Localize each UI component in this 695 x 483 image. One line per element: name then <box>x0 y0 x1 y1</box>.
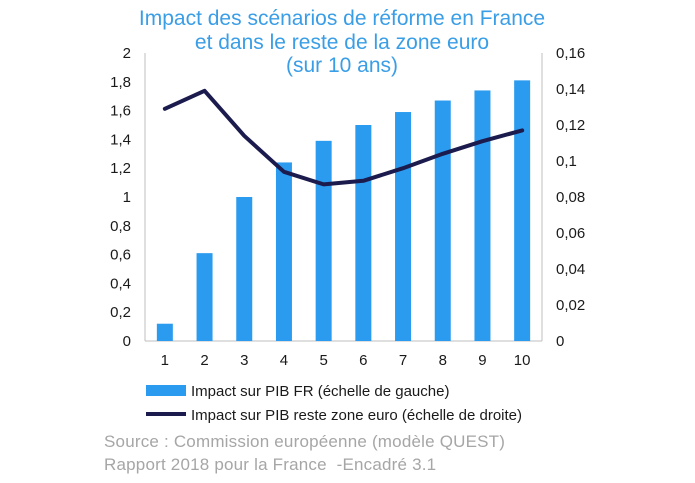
y-right-tick-label: 0 <box>556 333 564 350</box>
y-left-tick-label: 1 <box>123 189 131 206</box>
bar <box>395 112 412 341</box>
legend-label-bars: Impact sur PIB FR (échelle de gauche) <box>191 383 449 400</box>
x-tick-label: 4 <box>280 352 288 369</box>
y-left-tick-label: 0,2 <box>110 304 131 321</box>
source-line-1: Source : Commission européenne (modèle Q… <box>104 432 506 451</box>
y-right-tick-label: 0,16 <box>556 45 585 62</box>
x-tick-label: 2 <box>200 352 208 369</box>
bar <box>474 90 491 341</box>
chart-title-line-3: (sur 10 ans) <box>286 54 398 77</box>
y-right-tick-label: 0,1 <box>556 153 577 170</box>
x-tick-label: 3 <box>240 352 248 369</box>
y-left-tick-label: 1,2 <box>110 160 131 177</box>
y-right-tick-label: 0,08 <box>556 189 585 206</box>
y-left-tick-label: 1,8 <box>110 74 131 91</box>
y-left-tick-label: 0 <box>123 333 131 350</box>
y-left-tick-label: 0,6 <box>110 247 131 264</box>
bar <box>236 197 253 341</box>
legend-label-line: Impact sur PIB reste zone euro (échelle … <box>191 407 522 424</box>
y-right-tick-label: 0,04 <box>556 261 585 278</box>
y-left-tick-label: 0,8 <box>110 218 131 235</box>
series-line-zone-euro <box>162 88 525 187</box>
chart-title-line-2: et dans le reste de la zone euro <box>195 31 489 54</box>
y-left-tick-label: 1,6 <box>110 103 131 120</box>
y-left-tick-label: 2 <box>123 45 131 62</box>
chart-title-line-1: Impact des scénarios de réforme en Franc… <box>139 7 545 30</box>
bar <box>434 100 451 342</box>
x-tick-label: 5 <box>319 352 327 369</box>
x-tick-label: 10 <box>514 352 531 369</box>
y-left-tick-label: 1,4 <box>110 131 131 148</box>
legend: Impact sur PIB FR (échelle de gauche) Im… <box>146 383 522 424</box>
y-right-tick-label: 0,14 <box>556 81 585 98</box>
y-left-tick-label: 0,4 <box>110 275 131 292</box>
bar <box>156 323 173 341</box>
legend-swatch-bars <box>146 385 186 396</box>
x-tick-label: 7 <box>399 352 407 369</box>
y-right-tick-label: 0,06 <box>556 225 585 242</box>
y-right-tick-label: 0,12 <box>556 117 585 134</box>
y-right-tick-label: 0,02 <box>556 297 585 314</box>
x-tick-label: 9 <box>478 352 486 369</box>
source-line-2: Rapport 2018 pour la France -Encadré 3.1 <box>104 455 437 474</box>
plot-area: 0 0,2 0,4 0,6 0,8 1 1,2 1,4 1,6 1,8 2 0 0,02 0,04 0,06… <box>110 45 585 369</box>
bar <box>275 162 292 341</box>
x-tick-label: 1 <box>161 352 169 369</box>
bar <box>514 80 531 342</box>
x-tick-label: 6 <box>359 352 367 369</box>
bar <box>315 140 332 341</box>
chart-title: Impact des scénarios de réforme en Franc… <box>139 7 545 77</box>
x-tick-label: 8 <box>439 352 447 369</box>
bar <box>355 125 372 341</box>
bar <box>196 253 213 341</box>
